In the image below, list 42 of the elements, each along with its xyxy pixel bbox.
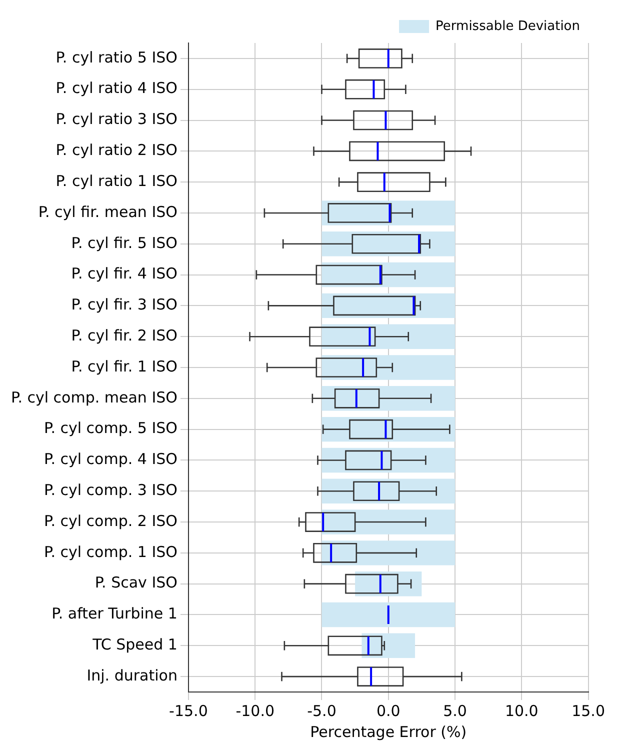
- y-tick-label: P. cyl fir. 5 ISO: [71, 234, 178, 252]
- x-tick-label: 10.0: [504, 702, 538, 720]
- y-tick-label: Inj. duration: [86, 666, 178, 684]
- y-tick-label: P. cyl fir. mean ISO: [38, 202, 178, 221]
- bar: [322, 324, 456, 349]
- x-tick-label: -10.0: [236, 702, 275, 720]
- y-tick-label: P. cyl fir. 4 ISO: [71, 264, 178, 283]
- bar: [322, 262, 456, 288]
- y-tick-label: P. cyl comp. 2 ISO: [44, 512, 178, 530]
- y-tick-label: P. cyl fir. 2 ISO: [71, 326, 178, 344]
- x-tick-label: -5.0: [307, 702, 336, 720]
- x-tick-label: 5.0: [443, 702, 467, 720]
- y-tick-label: P. cyl ratio 4 ISO: [56, 79, 178, 98]
- y-tick-label: P. cyl comp. 1 ISO: [44, 542, 178, 561]
- bar: [322, 478, 456, 504]
- y-tick-label: P. cyl ratio 2 ISO: [56, 141, 178, 160]
- y-tick-label: P. after Turbine 1: [52, 604, 178, 623]
- y-tick-label: P. cyl ratio 1 ISO: [56, 172, 178, 190]
- y-tick-label: P. Scav ISO: [94, 574, 178, 592]
- bar: [322, 448, 456, 473]
- bar: [322, 510, 456, 534]
- bar: [322, 386, 456, 411]
- bar: [322, 232, 456, 256]
- x-tick-label: 0.0: [376, 702, 400, 720]
- x-tick-label: 15.0: [572, 702, 606, 720]
- bar: [322, 540, 456, 566]
- bar: [322, 355, 456, 380]
- y-tick-label: P. cyl comp. 3 ISO: [44, 481, 178, 500]
- x-tick-label: -15.0: [169, 702, 208, 720]
- x-axis-title: Percentage Error (%): [310, 722, 467, 741]
- bar: [322, 602, 456, 628]
- y-tick-label: P. cyl comp. 4 ISO: [44, 450, 178, 468]
- y-tick-label: P. cyl comp. mean ISO: [10, 388, 178, 406]
- y-tick-label: P. cyl comp. 5 ISO: [44, 419, 178, 438]
- bar: [322, 416, 456, 442]
- y-tick-label: P. cyl ratio 3 ISO: [56, 110, 178, 128]
- y-tick-label: P. cyl fir. 3 ISO: [71, 296, 178, 314]
- legend-label: Permissable Deviation: [436, 18, 580, 34]
- y-tick-label: TC Speed 1: [92, 636, 178, 654]
- y-tick-label: P. cyl fir. 1 ISO: [71, 357, 178, 376]
- y-tick-label: P. cyl ratio 5 ISO: [56, 48, 178, 66]
- bar: [322, 200, 456, 226]
